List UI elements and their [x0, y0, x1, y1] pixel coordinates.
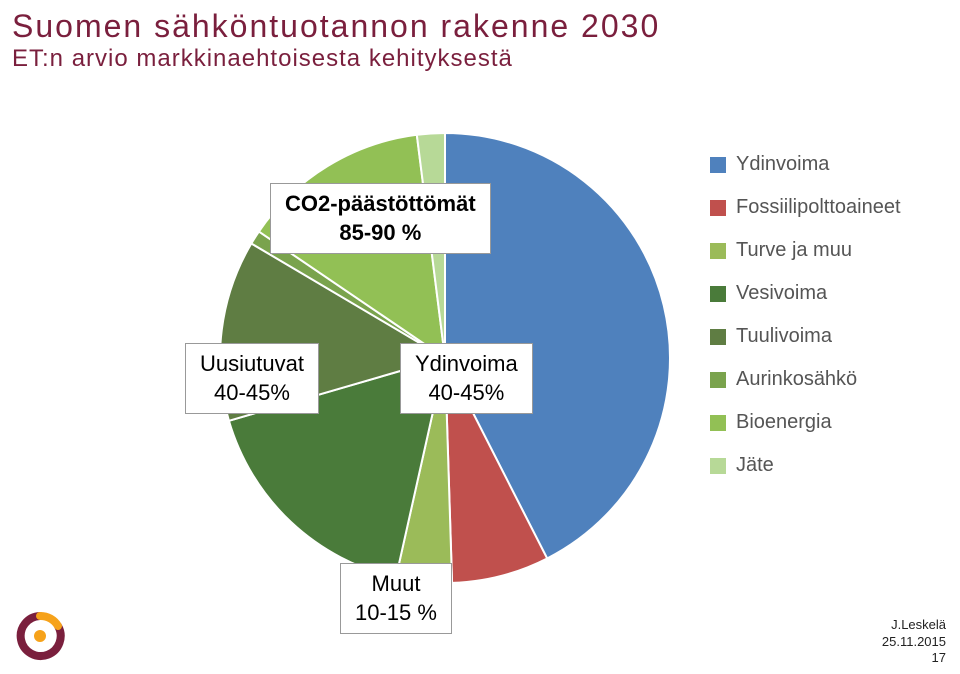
legend-item: Jäte [710, 454, 901, 477]
label-co2-line1: CO2-päästöttömät [285, 190, 476, 219]
legend-swatch [710, 157, 726, 173]
page-subtitle: ET:n arvio markkinaehtoisesta kehitykses… [0, 45, 960, 83]
legend-swatch [710, 243, 726, 259]
label-ydinvoima-line1: Ydinvoima [415, 350, 518, 379]
legend-item: Aurinkosähkö [710, 368, 901, 391]
legend-item: Turve ja muu [710, 239, 901, 262]
legend-label: Aurinkosähkö [736, 368, 857, 391]
legend-item: Fossiilipolttoaineet [710, 196, 901, 219]
legend-swatch [710, 329, 726, 345]
legend-label: Fossiilipolttoaineet [736, 196, 901, 219]
legend-swatch [710, 286, 726, 302]
legend-item: Ydinvoima [710, 153, 901, 176]
legend-label: Vesivoima [736, 282, 827, 305]
legend-swatch [710, 458, 726, 474]
legend-swatch [710, 415, 726, 431]
legend-label: Tuulivoima [736, 325, 832, 348]
legend-item: Bioenergia [710, 411, 901, 434]
legend-swatch [710, 372, 726, 388]
legend-item: Tuulivoima [710, 325, 901, 348]
label-uusiutuvat-line2: 40-45% [200, 379, 304, 408]
legend-label: Jäte [736, 454, 774, 477]
label-co2-line2: 85-90 % [285, 219, 476, 248]
logo [10, 611, 70, 666]
footer-date: 25.11.2015 [882, 634, 946, 650]
legend-label: Bioenergia [736, 411, 832, 434]
label-co2: CO2-päästöttömät 85-90 % [270, 183, 491, 254]
legend-swatch [710, 200, 726, 216]
footer-page: 17 [882, 650, 946, 666]
label-muut: Muut 10-15 % [340, 563, 452, 634]
legend-label: Ydinvoima [736, 153, 829, 176]
footer-author: J.Leskelä [882, 617, 946, 633]
label-uusiutuvat-line1: Uusiutuvat [200, 350, 304, 379]
label-muut-line2: 10-15 % [355, 599, 437, 628]
label-ydinvoima: Ydinvoima 40-45% [400, 343, 533, 414]
label-ydinvoima-line2: 40-45% [415, 379, 518, 408]
chart-area: Ydinvoima Fossiilipolttoaineet Turve ja mu… [0, 83, 960, 623]
legend: Ydinvoima Fossiilipolttoaineet Turve ja mu… [710, 153, 901, 497]
page-title: Suomen sähköntuotannon rakenne 2030 [0, 0, 960, 45]
legend-label: Turve ja muu [736, 239, 852, 262]
legend-item: Vesivoima [710, 282, 901, 305]
label-muut-line1: Muut [355, 570, 437, 599]
label-uusiutuvat: Uusiutuvat 40-45% [185, 343, 319, 414]
footer-meta: J.Leskelä 25.11.2015 17 [882, 617, 946, 666]
